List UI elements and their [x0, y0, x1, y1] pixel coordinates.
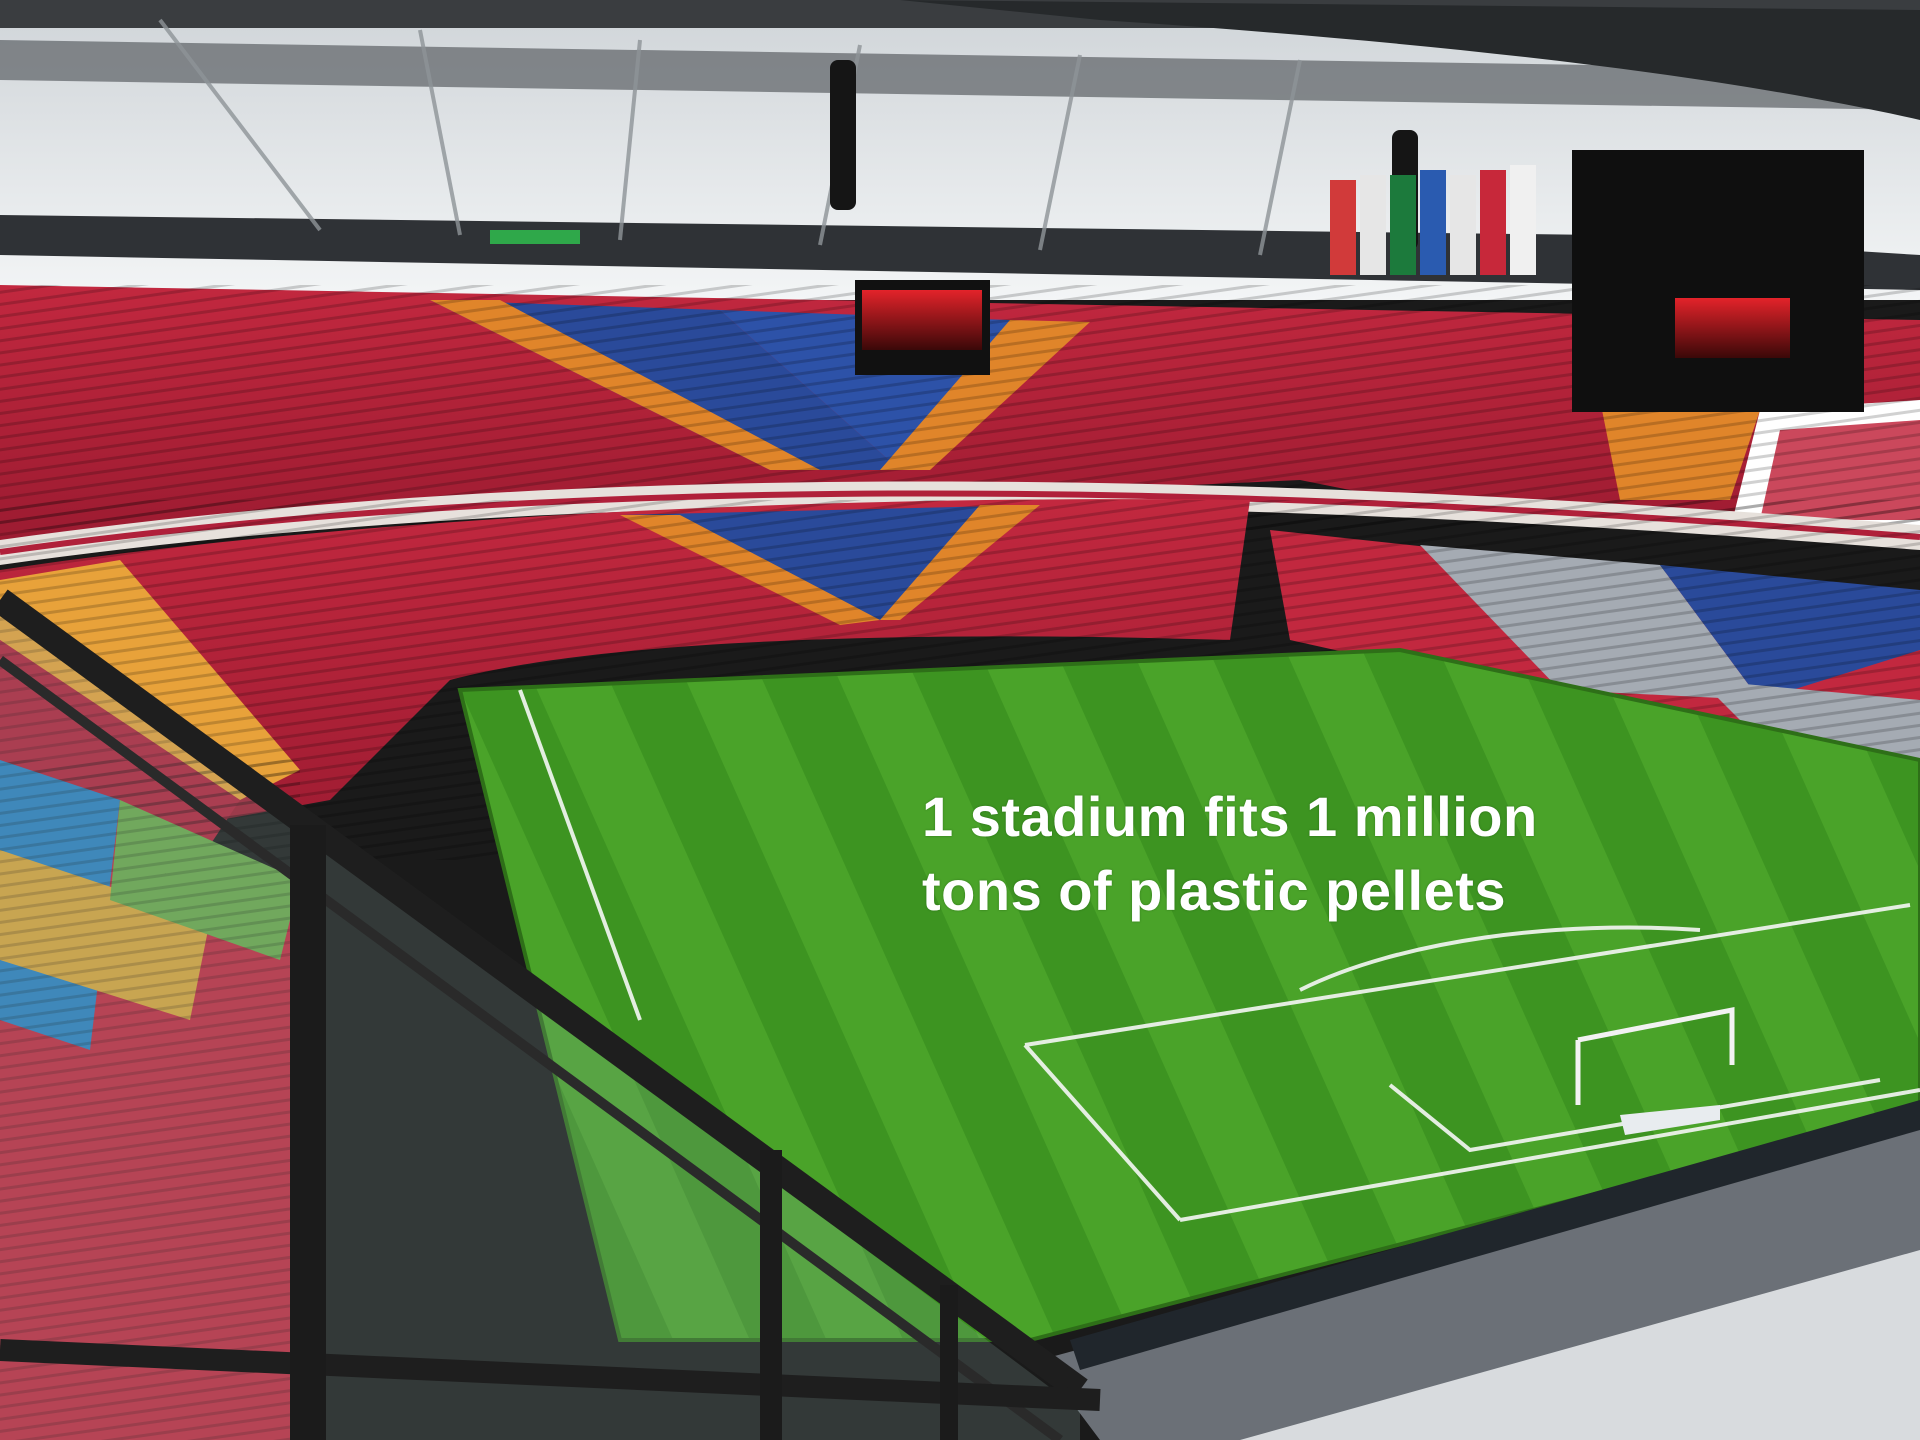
video-screen-center — [855, 280, 990, 375]
caption-line-2: tons of plastic pellets — [922, 859, 1507, 922]
foreground-seats-left — [0, 760, 300, 1440]
lower-tier-seating — [0, 499, 1920, 860]
video-screen-right — [1572, 150, 1864, 412]
stadium-caption: 1 stadium fits 1 million tons of plastic… — [922, 780, 1742, 928]
glass-railing — [0, 589, 1101, 1440]
goal — [1575, 1006, 1735, 1105]
flag-banners — [1330, 165, 1536, 275]
caption-line-1: 1 stadium fits 1 million — [922, 785, 1538, 848]
football-pitch — [457, 647, 1920, 1342]
walkway — [1040, 1100, 1920, 1440]
